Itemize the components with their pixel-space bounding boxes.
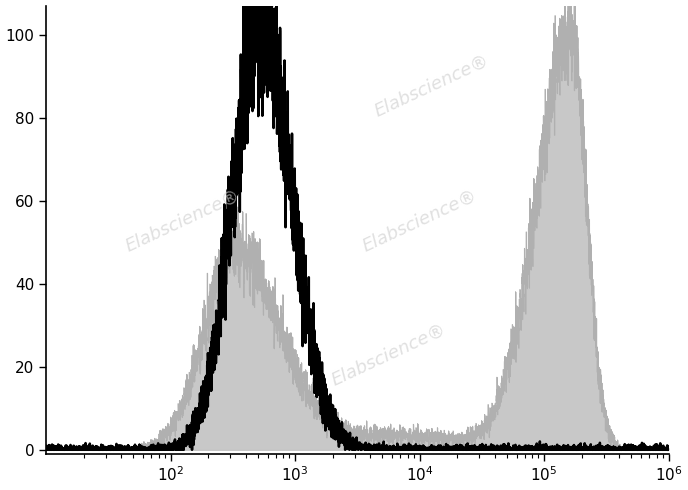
Text: Elabscience®: Elabscience® [359, 186, 480, 255]
Text: Elabscience®: Elabscience® [123, 186, 244, 255]
Text: Elabscience®: Elabscience® [328, 321, 449, 390]
Text: Elabscience®: Elabscience® [372, 52, 493, 121]
